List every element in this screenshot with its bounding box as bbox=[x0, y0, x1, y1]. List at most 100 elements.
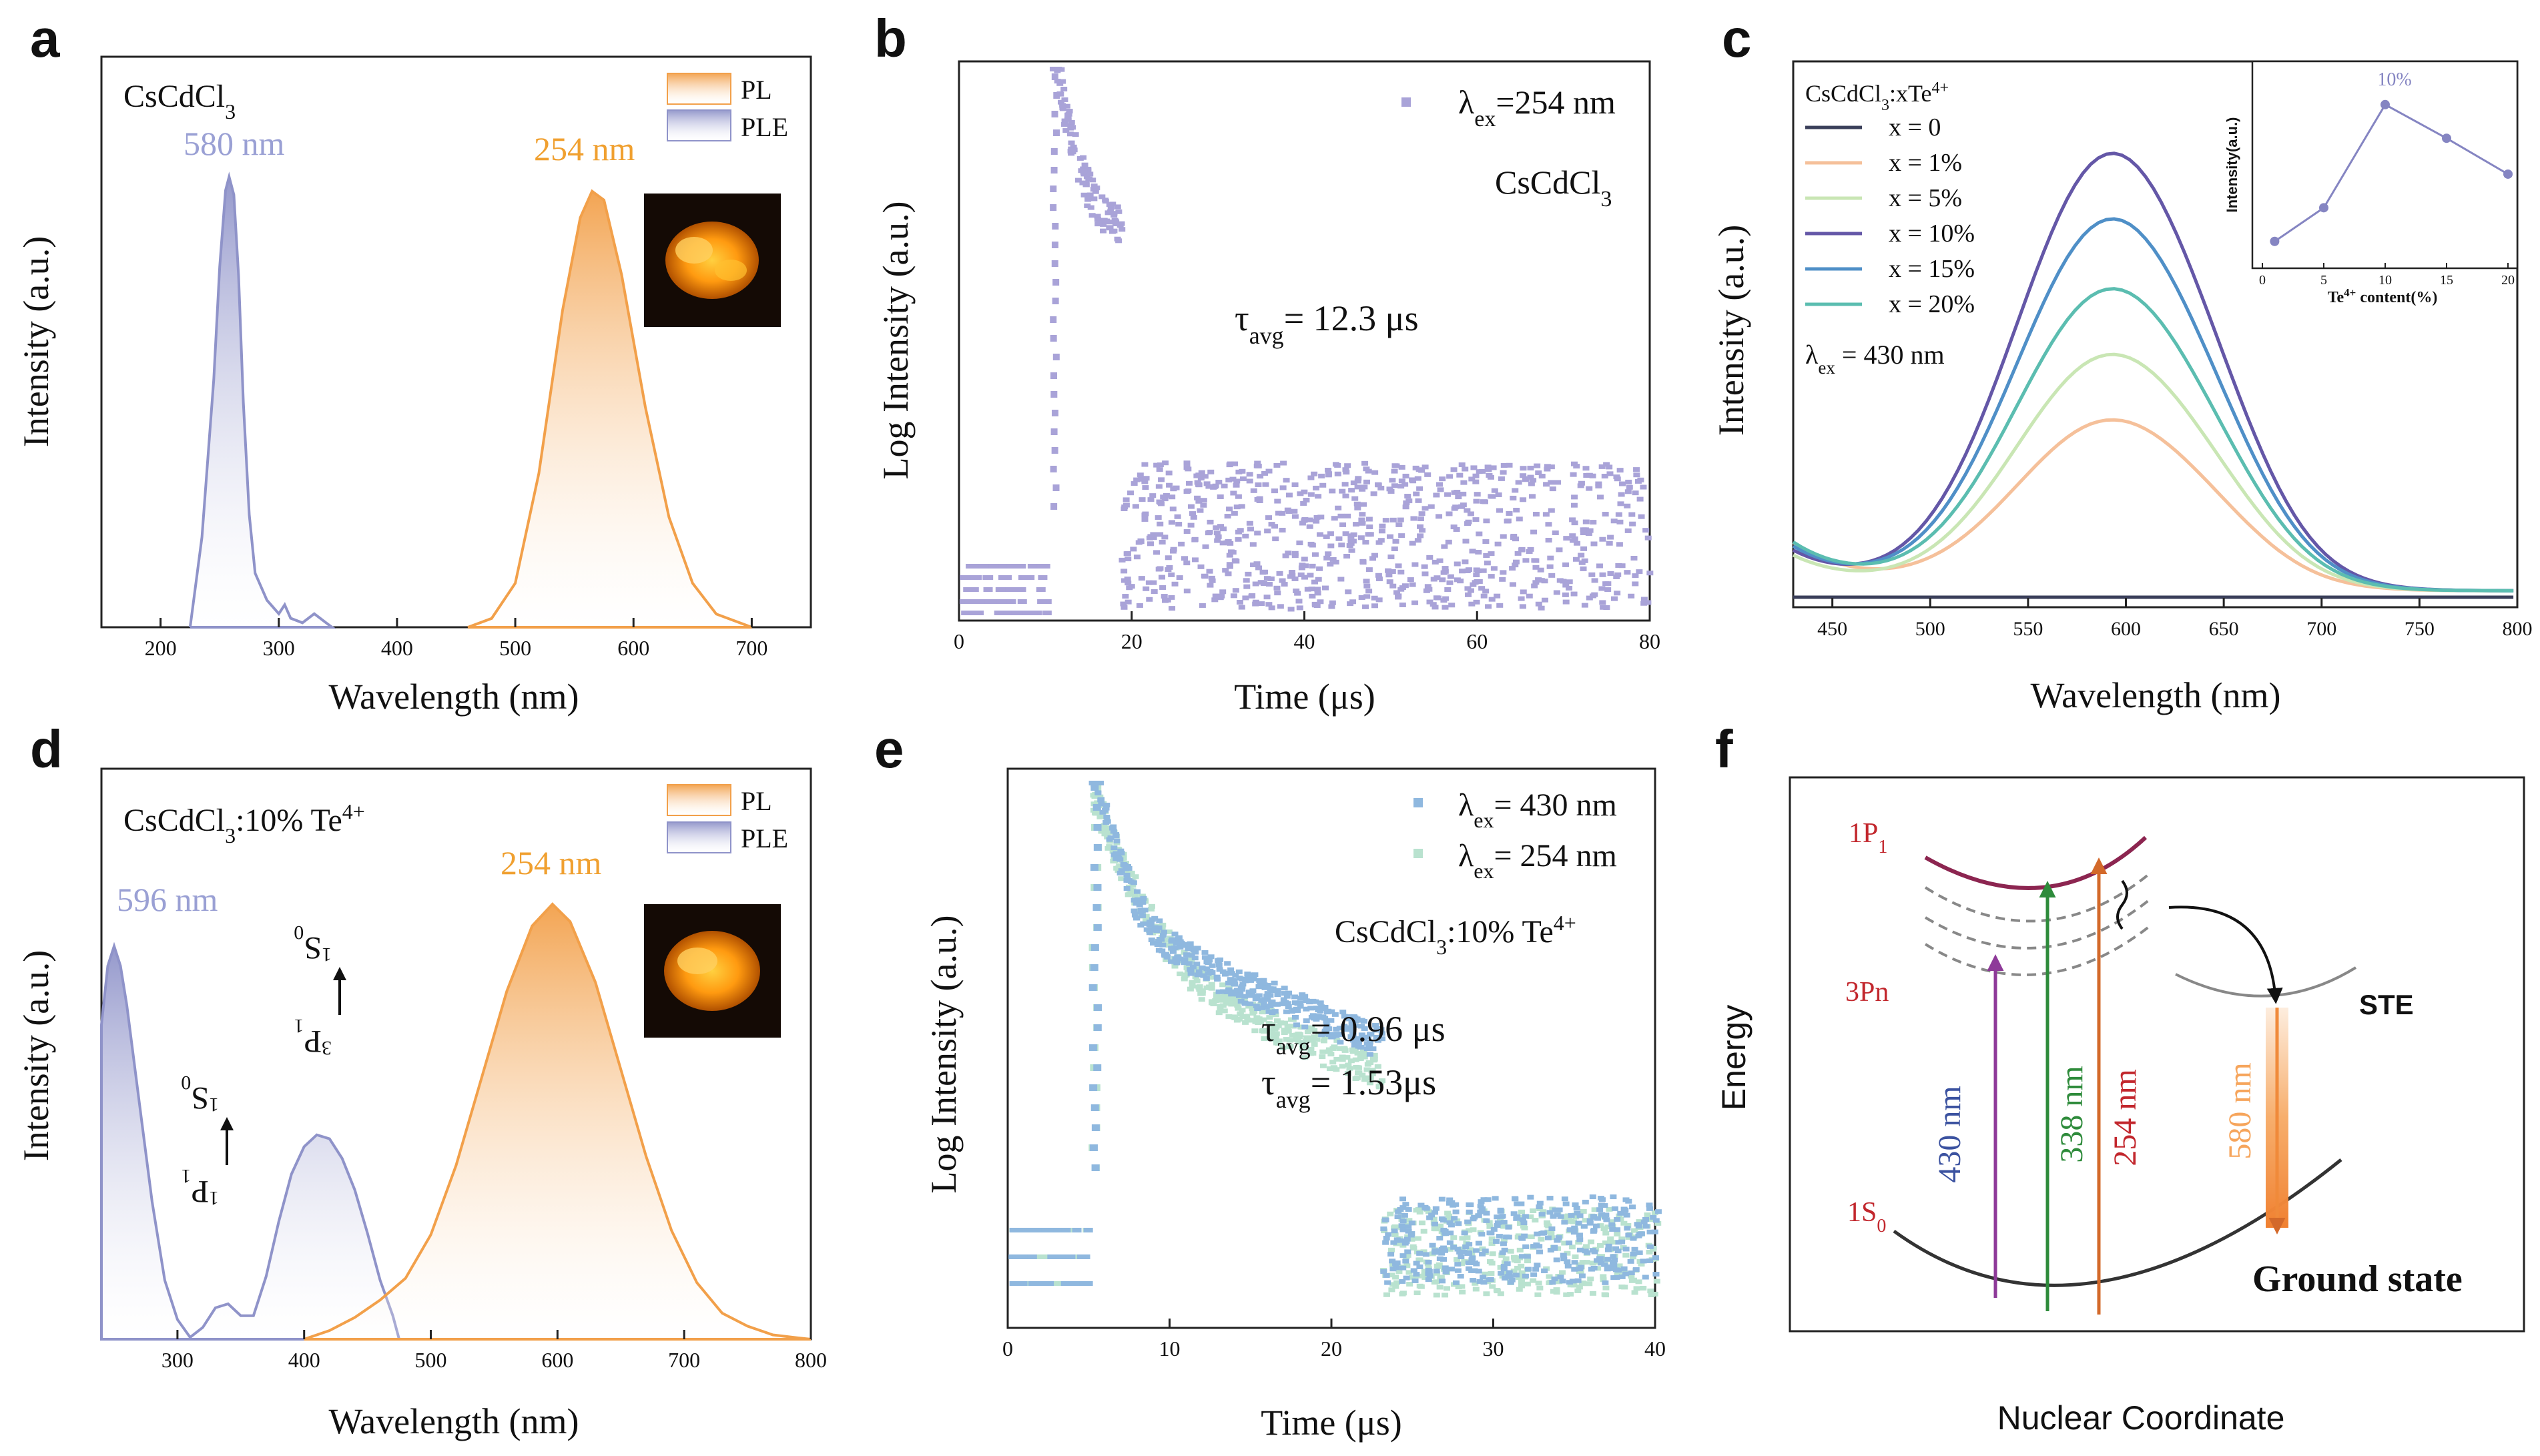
decay-point bbox=[1194, 495, 1201, 500]
decay-point bbox=[1225, 980, 1233, 986]
decay-point bbox=[1553, 1257, 1560, 1262]
decay-point bbox=[1530, 1244, 1538, 1249]
decay-point bbox=[1582, 1248, 1589, 1254]
legend-ple-label: PLE bbox=[741, 112, 788, 142]
decay-point bbox=[979, 564, 989, 569]
decay-point bbox=[1311, 579, 1318, 585]
decay-point bbox=[1628, 1274, 1635, 1279]
decay-point bbox=[1090, 1104, 1099, 1111]
decay-point bbox=[1337, 513, 1345, 518]
decay-point bbox=[1195, 498, 1203, 504]
decay-point bbox=[1465, 1260, 1472, 1265]
decay-point bbox=[1490, 566, 1498, 571]
decay-point bbox=[1353, 501, 1361, 506]
decay-point bbox=[1416, 1264, 1423, 1269]
sample-label-a: CsCdCl3 bbox=[123, 79, 236, 123]
decay-point bbox=[1177, 944, 1184, 950]
decay-point bbox=[1380, 1226, 1387, 1232]
decay-point bbox=[1137, 472, 1144, 478]
decay-point bbox=[1018, 1281, 1028, 1286]
decay-point bbox=[1297, 491, 1304, 496]
decay-point bbox=[1362, 604, 1369, 609]
decay-point bbox=[1458, 1284, 1466, 1289]
decay-point bbox=[1051, 410, 1058, 416]
decay-point bbox=[1530, 1272, 1538, 1277]
decay-point bbox=[1480, 1275, 1487, 1280]
decay-point bbox=[1197, 564, 1205, 569]
decay-point bbox=[1550, 1214, 1557, 1219]
decay-point bbox=[1546, 1274, 1553, 1279]
decay-point bbox=[1183, 561, 1191, 566]
decay-point bbox=[1194, 972, 1201, 978]
decay-point bbox=[1439, 577, 1446, 583]
decay-point bbox=[1357, 535, 1365, 540]
decay-point bbox=[1327, 543, 1335, 549]
decay-point bbox=[1252, 581, 1259, 587]
decay-point bbox=[1216, 967, 1223, 972]
decay-point bbox=[1421, 571, 1429, 577]
decay-point bbox=[1054, 67, 1062, 71]
decay-point bbox=[1455, 494, 1462, 500]
decay-point bbox=[1442, 605, 1449, 610]
panel-c: c CsCdCl3:xTe4+ x = 0x = 1%x = 5%x = 10%… bbox=[1711, 9, 2533, 715]
decay-point bbox=[1500, 470, 1507, 475]
decay-point bbox=[1598, 464, 1606, 469]
decay-point bbox=[1135, 540, 1143, 545]
decay-point bbox=[1538, 605, 1545, 611]
legend-excitation-430: λex= 430 nm bbox=[1458, 787, 1617, 832]
decay-point bbox=[1246, 472, 1253, 477]
decay-point bbox=[1431, 1225, 1438, 1230]
state-label-1s0: 1S0 bbox=[1847, 1197, 1886, 1236]
decay-point bbox=[1155, 515, 1162, 520]
decay-point bbox=[1511, 1258, 1518, 1263]
decay-point bbox=[1600, 1226, 1608, 1232]
decay-point bbox=[1118, 850, 1125, 855]
decay-point bbox=[1438, 1216, 1446, 1221]
decay-point bbox=[1527, 1214, 1534, 1219]
decay-point bbox=[1488, 1241, 1496, 1246]
decay-point bbox=[1399, 1253, 1407, 1258]
decay-point bbox=[1607, 534, 1614, 540]
decay-point bbox=[1622, 1271, 1630, 1277]
decay-point bbox=[1646, 1258, 1654, 1263]
decay-point bbox=[1203, 960, 1211, 965]
decay-point bbox=[1050, 335, 1057, 342]
decay-point bbox=[1268, 999, 1275, 1004]
decay-point bbox=[1282, 553, 1289, 559]
decay-point bbox=[1393, 1280, 1401, 1285]
decay-point bbox=[1586, 486, 1593, 491]
decay-point bbox=[1646, 1250, 1653, 1255]
decay-point bbox=[1632, 573, 1639, 579]
decay-point bbox=[1299, 1040, 1306, 1045]
x-tick-label: 40 bbox=[1294, 629, 1315, 653]
decay-point bbox=[1636, 1250, 1643, 1255]
decay-point bbox=[1183, 529, 1191, 534]
decay-point bbox=[1345, 589, 1352, 595]
decay-point bbox=[1607, 571, 1614, 576]
decay-point bbox=[1344, 1071, 1351, 1076]
decay-point bbox=[1271, 524, 1279, 529]
decay-point bbox=[1646, 1229, 1654, 1234]
decay-point bbox=[1186, 961, 1193, 966]
decay-point bbox=[1133, 555, 1141, 560]
decay-point bbox=[1633, 472, 1640, 478]
decay-point bbox=[1280, 997, 1287, 1002]
decay-point bbox=[1588, 1239, 1595, 1244]
decay-point bbox=[1306, 524, 1313, 529]
decay-point bbox=[1285, 492, 1293, 498]
decay-point bbox=[1227, 977, 1234, 982]
decay-point bbox=[1110, 858, 1117, 863]
decay-point bbox=[1504, 1261, 1511, 1266]
decay-point bbox=[1582, 519, 1590, 524]
decay-point bbox=[1281, 1030, 1288, 1035]
decay-point bbox=[1143, 586, 1150, 591]
decay-point bbox=[1191, 557, 1199, 563]
decay-point bbox=[1570, 1230, 1578, 1235]
decay-point bbox=[1219, 1003, 1227, 1008]
decay-point bbox=[1620, 1220, 1628, 1226]
decay-point bbox=[1316, 532, 1323, 537]
decay-point bbox=[1389, 569, 1396, 575]
decay-point bbox=[1441, 544, 1448, 549]
decay-point bbox=[1235, 1006, 1242, 1011]
decay-point bbox=[1042, 611, 1052, 615]
